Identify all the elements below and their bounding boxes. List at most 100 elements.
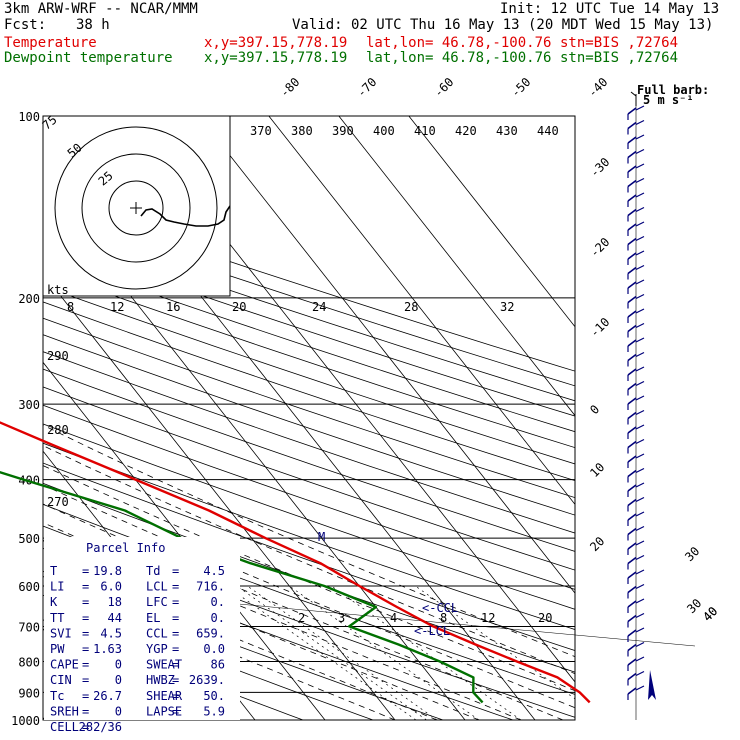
mixing-ratio-label: 28 xyxy=(404,300,418,314)
forecast-hour: 38 h xyxy=(76,17,110,33)
mixing-ratio-label: 16 xyxy=(166,300,180,314)
parcel-info-cell: 18 xyxy=(108,595,122,609)
pressure-tick-label: 500 xyxy=(18,532,40,546)
parcel-info-cell: EL xyxy=(146,611,160,625)
parcel-info-cell: 2639. xyxy=(189,673,225,687)
parcel-info-cell: = xyxy=(82,704,89,718)
mixing-ratio-label: 12 xyxy=(481,611,495,625)
mixing-ratio-label: 20 xyxy=(232,300,246,314)
parcel-info-cell: TT xyxy=(50,611,64,625)
parcel-info-title: Parcel Info xyxy=(86,541,165,555)
parcel-info-cell: 4.5 xyxy=(100,626,122,640)
pressure-tick-label: 700 xyxy=(18,620,40,634)
temperature-legend-label: Temperature xyxy=(4,35,97,51)
dewpoint-latlon: lat,lon= 46.78,-100.76 xyxy=(366,50,552,66)
mixing-ratio-label: 2 xyxy=(298,611,305,625)
parcel-info-cell: = xyxy=(172,642,179,656)
parcel-info-cell: 0 xyxy=(115,704,122,718)
temperature-profile-line xyxy=(0,421,591,704)
parcel-info-cell: = xyxy=(82,626,89,640)
parcel-info-cell: = xyxy=(82,611,89,625)
pressure-tick-label: 300 xyxy=(18,398,40,412)
parcel-info-cell: SWEAT xyxy=(146,658,182,672)
pressure-tick-label: 200 xyxy=(18,292,40,306)
pressure-tick-label: 100 xyxy=(18,110,40,124)
theta-label-top: 420 xyxy=(455,124,477,138)
parcel-info-cell: CIN xyxy=(50,673,72,687)
pressure-tick-label: 900 xyxy=(18,686,40,700)
temperature-station: stn=BIS ,72764 xyxy=(560,35,679,51)
isotherm-label-top: -50 xyxy=(508,75,533,100)
parcel-info-cell: LAPSE xyxy=(146,704,182,718)
parcel-info-cell: 659. xyxy=(196,626,225,640)
dewpoint-legend-label: Dewpoint temperature xyxy=(4,50,173,66)
temperature-latlon: lat,lon= 46.78,-100.76 xyxy=(366,35,552,51)
parcel-info-cell: 716. xyxy=(196,580,225,594)
parcel-info-cell: 0. xyxy=(211,595,225,609)
init-time: Init: 12 UTC Tue 14 May 13 xyxy=(500,1,720,17)
theta-label-top: 400 xyxy=(373,124,395,138)
parcel-info-cell: HWBZ xyxy=(146,673,175,687)
parcel-info-cell: = xyxy=(82,658,89,672)
parcel-info-cell: 26.7 xyxy=(93,689,122,703)
isotherm-label-right: -10 xyxy=(587,315,612,340)
parcel-info-cell: SHEAR xyxy=(146,689,183,703)
barb-key-title: Full barb: xyxy=(637,83,709,97)
hodograph xyxy=(42,115,231,297)
parcel-info-cell: 282/36 xyxy=(79,720,122,734)
lcl-marker: <-LCL xyxy=(414,624,450,638)
parcel-info-cell: 0. xyxy=(211,611,225,625)
theta-label-top: 410 xyxy=(414,124,436,138)
isotherm-label-top: -80 xyxy=(277,75,302,100)
theta-label-top: 430 xyxy=(496,124,518,138)
parcel-info-cell: 86 xyxy=(211,658,225,672)
parcel-info-cell: = xyxy=(172,704,179,718)
theta-label-top: 380 xyxy=(291,124,313,138)
temperature-xy: x,y=397.15,778.19 xyxy=(204,35,348,51)
mixing-ratio-label: 4 xyxy=(390,611,397,625)
mixing-ratio-label: 3 xyxy=(338,611,345,625)
parcel-info-cell: YGP xyxy=(146,642,168,656)
dewpoint-xy: x,y=397.15,778.19 xyxy=(204,50,348,66)
parcel-info-cell: K xyxy=(50,595,58,609)
m-marker: M xyxy=(318,530,325,544)
parcel-info-cell: 6.0 xyxy=(100,580,122,594)
isotherm-label-right: 0 xyxy=(587,402,602,417)
mixing-ratio-label: 20 xyxy=(538,611,552,625)
parcel-info-cell: = xyxy=(82,673,89,687)
parcel-info-cell: = xyxy=(172,564,179,578)
parcel-info-cell: = xyxy=(82,580,89,594)
theta-label-left: 290 xyxy=(47,349,69,363)
parcel-info-cell: CCL xyxy=(146,626,168,640)
barb-key-value: 5 m s⁻¹ xyxy=(643,93,694,107)
parcel-info-cell: Td xyxy=(146,564,160,578)
parcel-info-cell: LI xyxy=(50,580,64,594)
parcel-info-cell: Tc xyxy=(50,689,64,703)
isotherm-label-top: -40 xyxy=(585,75,610,100)
pressure-tick-label: 800 xyxy=(18,655,40,669)
model-title: 3km ARW-WRF -- NCAR/MMM xyxy=(4,1,198,17)
parcel-info-cell: = xyxy=(172,626,179,640)
isotherm-label-right: -30 xyxy=(587,155,612,180)
parcel-info-cell: 0 xyxy=(115,673,122,687)
parcel-info-panel: Parcel Info T = 19.8 Td = 4.5 LI = 6.0 LCL = 716. K =… xyxy=(44,537,240,734)
forecast-label: Fcst: xyxy=(4,17,47,33)
parcel-info-cell: = xyxy=(82,720,89,734)
parcel-info-cell: = xyxy=(172,689,179,703)
dewpoint-profile-line xyxy=(0,470,484,704)
mixing-ratio-label: 8 xyxy=(440,611,447,625)
dewpoint-station: stn=BIS ,72764 xyxy=(560,50,679,66)
mixing-ratio-label: 32 xyxy=(500,300,514,314)
hodograph-units: kts xyxy=(47,283,69,297)
isotherm-label-right: -20 xyxy=(587,235,612,260)
isotherm-label-top: -70 xyxy=(354,75,379,100)
parcel-info-cell: CAPE xyxy=(50,658,79,672)
parcel-info-cell: LFC xyxy=(146,595,168,609)
parcel-info-cell: = xyxy=(82,595,89,609)
parcel-info-cell: 5.9 xyxy=(203,704,225,718)
parcel-info-cell: 4.5 xyxy=(203,564,225,578)
parcel-info-cell: LCL xyxy=(146,580,168,594)
barb-speed-label: 30 xyxy=(682,544,702,564)
valid-time: Valid: 02 UTC Thu 16 May 13 (20 MDT Wed … xyxy=(292,17,714,33)
wind-barbs xyxy=(627,100,656,720)
